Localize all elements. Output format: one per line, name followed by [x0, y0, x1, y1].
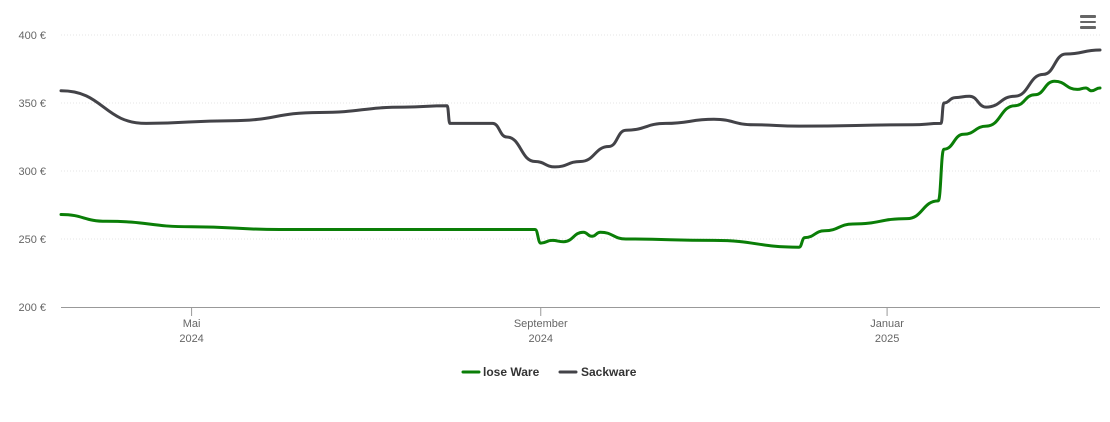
y-tick-label: 350 € [18, 98, 46, 110]
legend-label[interactable]: lose Ware [483, 365, 540, 379]
chart-menu-icon[interactable] [1076, 10, 1100, 34]
series-line-lose-ware[interactable] [59, 79, 1102, 249]
x-tick-year-label: 2024 [529, 333, 553, 345]
series-line-sackware[interactable] [59, 48, 1102, 169]
series-lines[interactable] [59, 48, 1102, 249]
x-tick-year-label: 2025 [875, 333, 899, 345]
gridlines [61, 34, 1100, 240]
x-axis: Mai 2024 September 2024 Januar 2025 [61, 307, 1100, 345]
y-tick-label: 200 € [18, 302, 46, 314]
x-tick-month-label: Mai [183, 318, 201, 330]
y-axis-labels: 200 € 250 € 300 € 350 € 400 € [18, 30, 46, 314]
x-tick-year-label: 2024 [179, 333, 203, 345]
y-tick-label: 250 € [18, 234, 46, 246]
x-tick-month-label: Januar [870, 318, 904, 330]
legend[interactable]: lose Ware Sackware [461, 365, 637, 379]
y-tick-label: 300 € [18, 166, 46, 178]
y-tick-label: 400 € [18, 30, 46, 42]
x-tick-month-label: September [514, 318, 568, 330]
legend-label[interactable]: Sackware [581, 365, 637, 379]
